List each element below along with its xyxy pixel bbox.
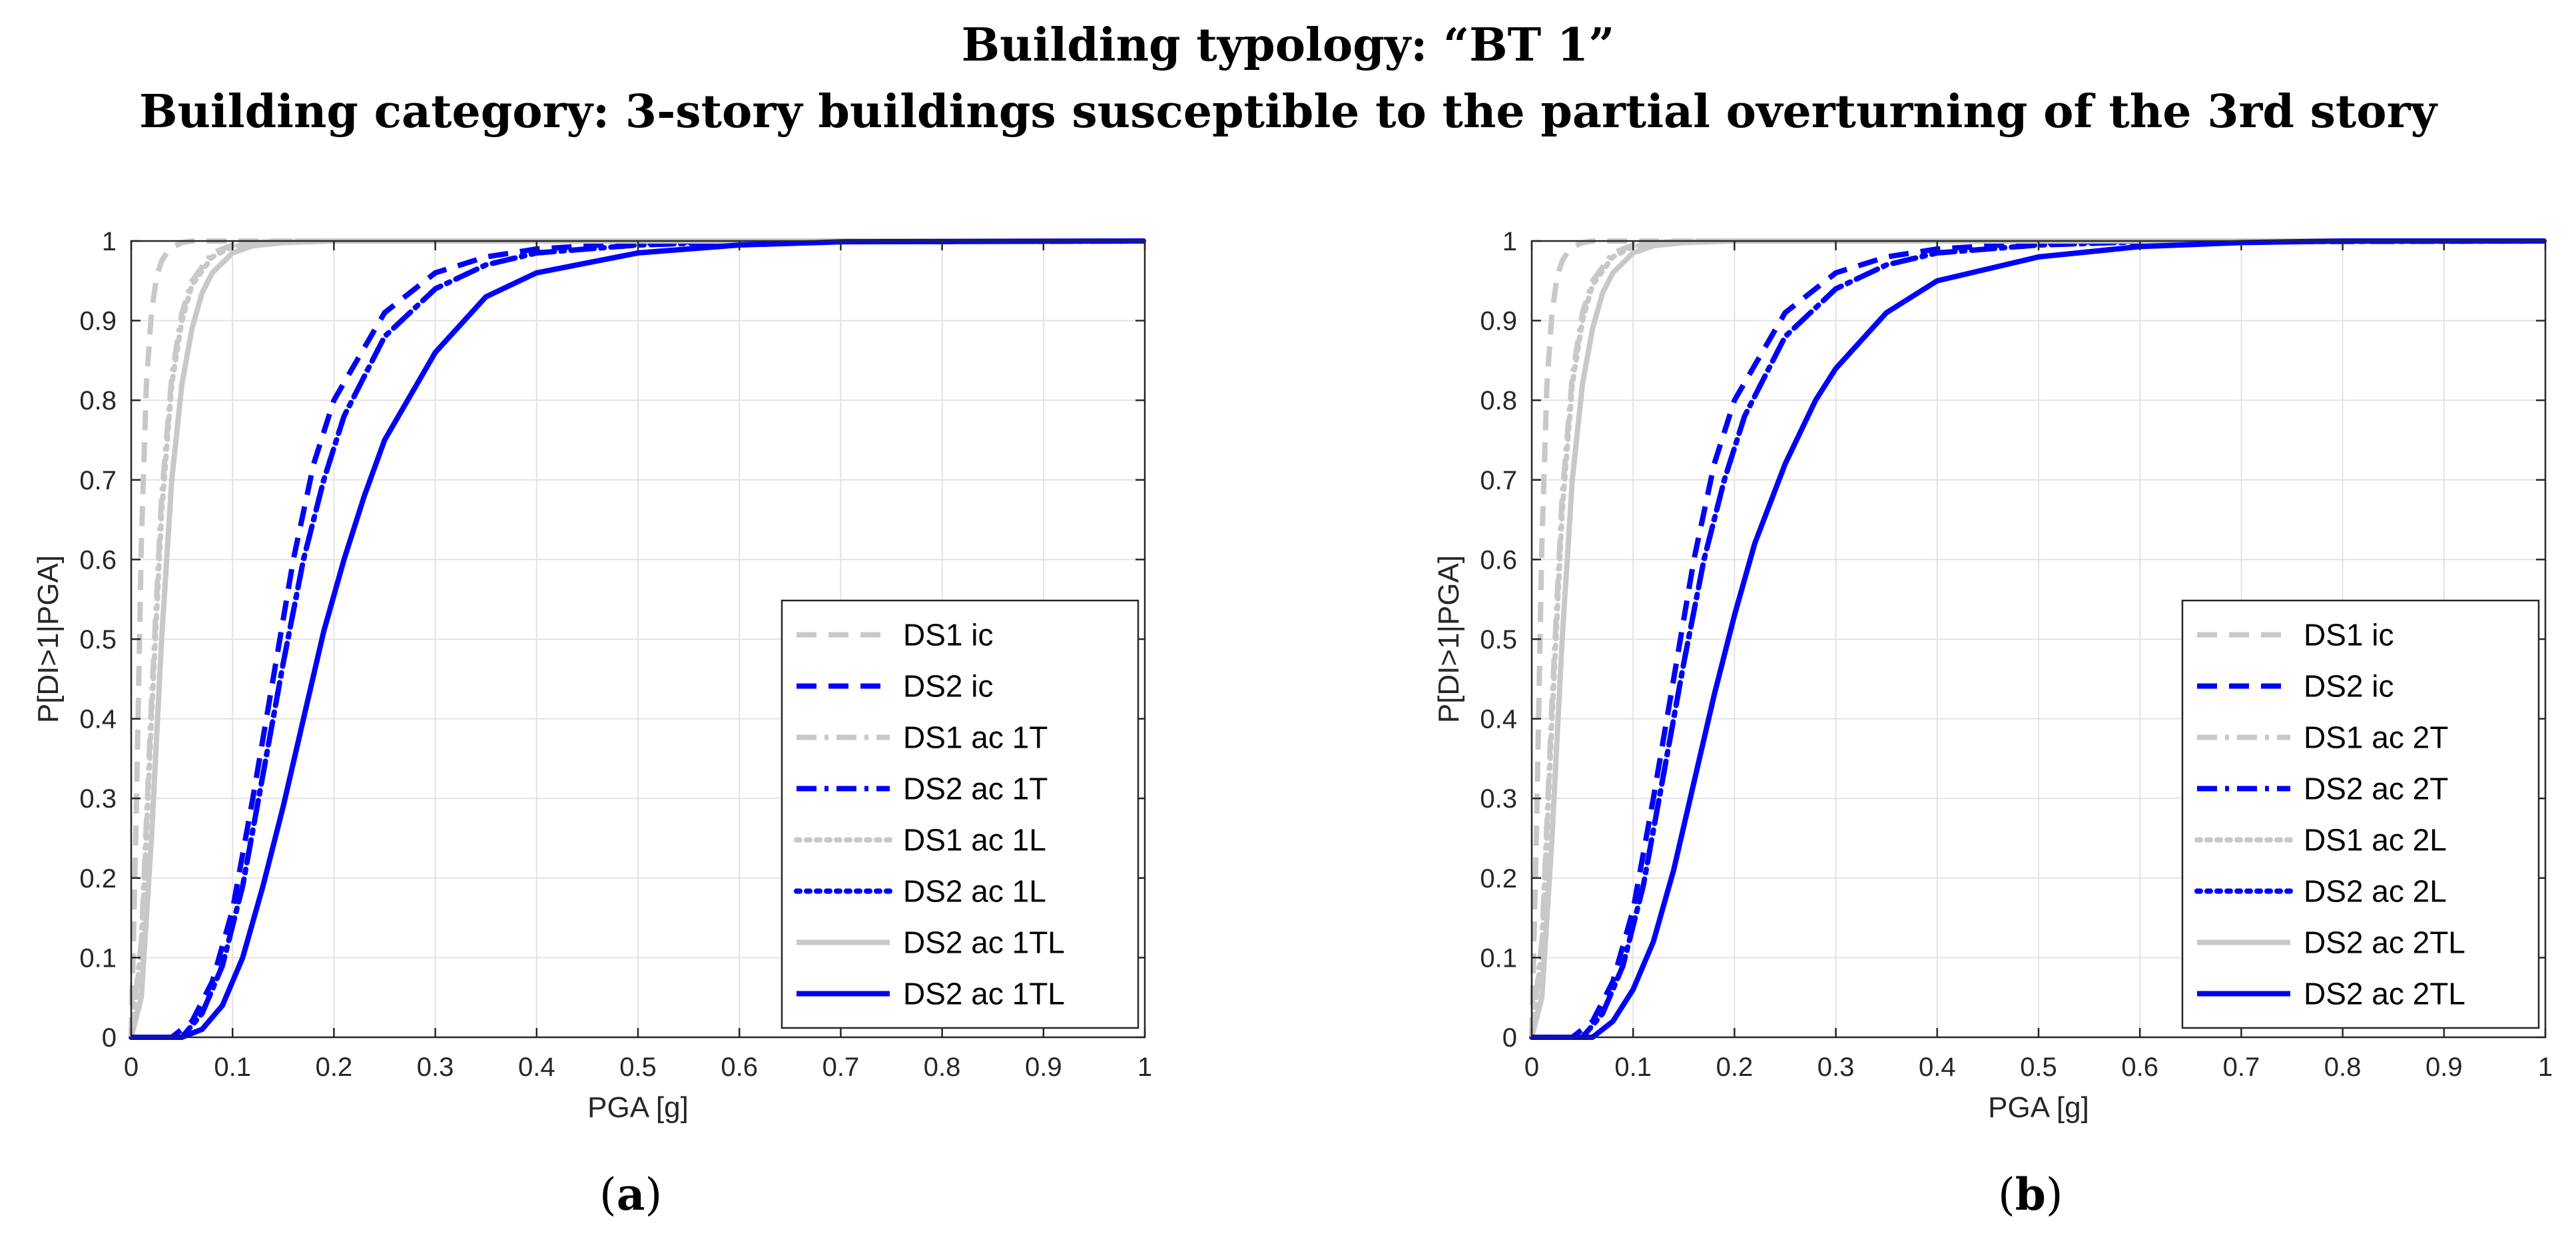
legend-label-0: DS1 ic bbox=[2304, 618, 2394, 652]
x-axis-label: PGA [g] bbox=[587, 1091, 689, 1124]
legend-label-6: DS2 ac 1TL bbox=[903, 925, 1065, 960]
figure-title-line1: Building typology: “BT 1” bbox=[961, 19, 1615, 72]
panel-label-b: (b) bbox=[1998, 1168, 2063, 1220]
series-line-1 bbox=[1532, 238, 2545, 1040]
y-tick-label: 1 bbox=[102, 227, 117, 256]
legend-label-5: DS2 ac 1L bbox=[903, 874, 1046, 909]
legend-box bbox=[781, 599, 1139, 1029]
y-tick-label: 0.9 bbox=[79, 307, 117, 336]
panel-label-a: (a) bbox=[599, 1168, 663, 1220]
x-tick-label: 0.1 bbox=[1614, 1053, 1652, 1082]
x-tick-label: 0 bbox=[1524, 1053, 1539, 1082]
legend: DS1 ic DS2 ic DS1 ac 1T DS2 ac 1T DS1 ac 1L D… bbox=[781, 599, 1139, 1029]
x-tick-label: 0 bbox=[124, 1053, 139, 1082]
x-tick-label: 0.7 bbox=[822, 1053, 860, 1082]
x-tick-label: 0.9 bbox=[1025, 1053, 1062, 1082]
x-axis-label: PGA [g] bbox=[1988, 1091, 2089, 1124]
x-tick-label: 0.1 bbox=[214, 1053, 251, 1082]
x-tick-label: 0.2 bbox=[316, 1053, 353, 1082]
y-tick-label: 0.8 bbox=[1480, 386, 1517, 415]
y-tick-label: 0.7 bbox=[1480, 466, 1517, 495]
x-tick-label: 0.7 bbox=[2223, 1053, 2260, 1082]
legend-label-7: DS2 ac 1TL bbox=[903, 977, 1065, 1011]
legend-label-7: DS2 ac 2TL bbox=[2304, 977, 2465, 1011]
legend-label-2: DS1 ac 2T bbox=[2304, 720, 2448, 755]
series-line-7 bbox=[1532, 238, 2545, 1040]
x-tick-label: 0.8 bbox=[924, 1053, 961, 1082]
chart-panel-b: 0 0.1 0.2 0.3 0.4 0.5 0.6 0.7 0.8 0.9 1 0 0.1 0.2 0.3 0… bbox=[1433, 227, 2553, 1124]
series-line-6 bbox=[1529, 238, 2545, 1038]
legend-label-1: DS2 ic bbox=[2304, 669, 2394, 704]
legend-label-1: DS2 ic bbox=[903, 669, 993, 704]
x-tick-label: 0.3 bbox=[417, 1053, 454, 1082]
x-tick-label: 0.5 bbox=[2020, 1053, 2057, 1082]
y-tick-label: 0.5 bbox=[1480, 625, 1517, 654]
chart-panel-a: 0 0.1 0.2 0.3 0.4 0.5 0.6 0.7 0.8 0.9 1 0 0.1 0.2 0.3 0… bbox=[32, 227, 1152, 1124]
legend-box bbox=[2181, 599, 2540, 1029]
y-tick-label: 0.8 bbox=[79, 386, 117, 415]
figure-title-line2: Building category: 3-story buildings sus… bbox=[139, 85, 2437, 138]
legend-label-3: DS2 ac 1T bbox=[903, 772, 1048, 806]
legend-label-4: DS1 ac 1L bbox=[903, 823, 1046, 858]
legend-label-3: DS2 ac 2T bbox=[2304, 772, 2448, 806]
x-tick-label: 0.2 bbox=[1716, 1053, 1754, 1082]
x-tick-label: 0.4 bbox=[518, 1053, 555, 1082]
y-tick-label: 0 bbox=[1502, 1023, 1517, 1053]
y-tick-label: 0.2 bbox=[1480, 864, 1517, 893]
x-tick-label: 0.9 bbox=[2425, 1053, 2463, 1082]
y-tick-label: 0 bbox=[102, 1023, 117, 1053]
legend: DS1 ic DS2 ic DS1 ac 2T DS2 ac 2T DS1 ac 2L D… bbox=[2181, 599, 2540, 1029]
x-tick-label: 1 bbox=[1137, 1053, 1152, 1082]
series-line-7 bbox=[131, 238, 1145, 1040]
x-tick-label: 0.6 bbox=[2121, 1053, 2158, 1082]
series-line-1 bbox=[131, 238, 1145, 1040]
legend-label-5: DS2 ac 2L bbox=[2304, 874, 2447, 909]
y-tick-label: 0.6 bbox=[79, 545, 117, 575]
y-tick-label: 0.5 bbox=[79, 625, 117, 654]
series-line-0 bbox=[1529, 238, 2545, 1038]
y-tick-label: 0.7 bbox=[79, 466, 117, 495]
y-tick-label: 0.1 bbox=[1480, 943, 1517, 973]
x-tick-label: 0.6 bbox=[721, 1053, 758, 1082]
series-line-6 bbox=[129, 238, 1145, 1038]
x-tick-label: 0.3 bbox=[1817, 1053, 1855, 1082]
series-line-0 bbox=[129, 238, 1145, 1038]
y-axis-label: P[DI>1|PGA] bbox=[32, 555, 65, 723]
legend-label-2: DS1 ac 1T bbox=[903, 720, 1048, 755]
series-line-5 bbox=[129, 238, 1147, 1040]
y-axis-label: P[DI>1|PGA] bbox=[1433, 555, 1465, 723]
x-tick-label: 0.8 bbox=[2324, 1053, 2362, 1082]
y-tick-label: 0.4 bbox=[1480, 705, 1517, 734]
legend-label-4: DS1 ac 2L bbox=[2304, 823, 2447, 858]
x-tick-label: 0.4 bbox=[1919, 1053, 1956, 1082]
y-tick-label: 0.4 bbox=[79, 705, 117, 734]
x-tick-label: 1 bbox=[2538, 1053, 2553, 1082]
legend-label-0: DS1 ic bbox=[903, 618, 993, 652]
y-tick-label: 0.1 bbox=[79, 943, 117, 973]
y-tick-label: 0.6 bbox=[1480, 545, 1517, 575]
y-tick-label: 0.9 bbox=[1480, 307, 1517, 336]
legend-label-6: DS2 ac 2TL bbox=[2304, 925, 2465, 960]
y-tick-label: 0.3 bbox=[79, 784, 117, 814]
y-tick-label: 0.2 bbox=[79, 864, 117, 893]
series-line-5 bbox=[1529, 238, 2548, 1040]
x-tick-label: 0.5 bbox=[619, 1053, 657, 1082]
y-tick-label: 0.3 bbox=[1480, 784, 1517, 814]
y-tick-label: 1 bbox=[1502, 227, 1517, 256]
